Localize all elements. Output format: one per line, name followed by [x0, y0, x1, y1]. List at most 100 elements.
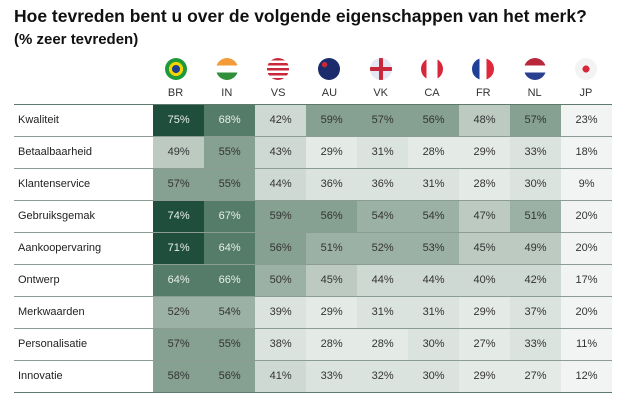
heatmap-cell: 20% [561, 297, 613, 328]
heatmap-cell: 30% [408, 329, 460, 360]
heatmap-cell: 33% [510, 137, 562, 168]
row-label: Betaalbaarheid [18, 146, 93, 158]
heatmap-cell: 28% [408, 137, 460, 168]
row-label: Klantenservice [18, 178, 91, 190]
heatmap-cell: 44% [357, 265, 409, 296]
heatmap-cell: 28% [306, 329, 358, 360]
column-header-vs: VS [253, 58, 304, 100]
column-label: VS [270, 87, 286, 99]
canada-flag-icon [421, 58, 443, 80]
australia-flag-icon [318, 58, 341, 80]
heatmap-cell: 54% [204, 297, 256, 328]
heatmap-cell: 52% [357, 233, 409, 264]
heatmap-cell: 50% [255, 265, 307, 296]
heatmap-cell: 71% [153, 233, 205, 264]
heatmap-cell: 74% [153, 201, 205, 232]
column-header-vk: VK [355, 58, 406, 100]
column-label: IN [221, 87, 233, 99]
heatmap-cell: 29% [306, 137, 358, 168]
heatmap-cell: 56% [204, 361, 256, 392]
column-label: BR [167, 87, 184, 99]
heatmap-cell: 57% [153, 169, 205, 200]
france-flag-icon [472, 58, 495, 80]
heatmap-cell: 29% [459, 361, 511, 392]
heatmap-cell: 59% [255, 201, 307, 232]
table-row: Personalisatie 57% 55% 38% 28% 28% 30% 27% 33% 11… [14, 328, 613, 360]
table-row: Betaalbaarheid 49% 55% 43% 29% 31% 28% 29% 33% 18… [14, 136, 613, 168]
column-label: AU [321, 87, 338, 99]
row-label: Innovatie [18, 370, 63, 382]
netherlands-flag-icon [523, 58, 546, 80]
heatmap-cell: 27% [510, 361, 562, 392]
heatmap-cell: 41% [255, 361, 307, 392]
heatmap-cell: 29% [459, 137, 511, 168]
heatmap-cell: 64% [153, 265, 205, 296]
heatmap-cell: 36% [306, 169, 358, 200]
heatmap-cell: 32% [357, 361, 409, 392]
column-label: VK [373, 87, 389, 99]
heatmap-cell: 57% [153, 329, 205, 360]
heatmap-cell: 53% [408, 233, 460, 264]
chart-title: Hoe tevreden bent u over de volgende eig… [14, 6, 587, 26]
heatmap-cell: 56% [306, 201, 358, 232]
heatmap-cell: 75% [153, 105, 205, 136]
row-label: Ontwerp [18, 274, 60, 286]
heatmap-cell: 44% [255, 169, 307, 200]
table-row: Klantenservice 57% 55% 44% 36% 36% 31% 28% 30% 9% [14, 168, 613, 200]
heatmap-cell: 30% [510, 169, 562, 200]
heatmap-cell: 55% [204, 329, 256, 360]
heatmap-cell: 57% [357, 105, 409, 136]
heatmap-cell: 47% [459, 201, 511, 232]
heatmap-cell: 64% [204, 233, 256, 264]
heatmap-cell: 54% [408, 201, 460, 232]
column-header-jp: JP [560, 58, 611, 100]
heatmap-cell: 40% [459, 265, 511, 296]
heatmap-table: Kwaliteit 75% 68% 42% 59% 57% 56% 48% 57% 23% Beta… [14, 104, 613, 393]
heatmap-cell: 56% [255, 233, 307, 264]
heatmap-cell: 39% [255, 297, 307, 328]
heatmap-cell: 44% [408, 265, 460, 296]
heatmap-cell: 66% [204, 265, 256, 296]
heatmap-cell: 45% [459, 233, 511, 264]
heatmap-cell: 43% [255, 137, 307, 168]
heatmap-cell: 49% [153, 137, 205, 168]
column-header-fr: FR [458, 58, 509, 100]
heatmap-cell: 51% [510, 201, 562, 232]
heatmap-cell: 18% [561, 137, 613, 168]
column-label: NL [527, 87, 542, 99]
heatmap-cell: 55% [204, 137, 256, 168]
table-row: Merkwaarden 52% 54% 39% 29% 31% 31% 29% 37% 20% [14, 296, 613, 328]
heatmap-cell: 56% [408, 105, 460, 136]
heatmap-cell: 9% [561, 169, 613, 200]
heatmap-cell: 55% [204, 169, 256, 200]
heatmap-cell: 52% [153, 297, 205, 328]
heatmap-cell: 33% [510, 329, 562, 360]
heatmap-cell: 27% [459, 329, 511, 360]
heatmap-cell: 28% [357, 329, 409, 360]
heatmap-cell: 54% [357, 201, 409, 232]
heatmap-cell: 29% [306, 297, 358, 328]
brazil-flag-icon [164, 58, 187, 80]
table-row: Aankoopervaring 71% 64% 56% 51% 52% 53% 45% 49% 2… [14, 232, 613, 264]
heatmap-cell: 31% [357, 137, 409, 168]
usa-flag-icon [267, 58, 290, 80]
heatmap-cell: 31% [357, 297, 409, 328]
row-label: Gebruiksgemak [18, 210, 96, 222]
heatmap-cell: 36% [357, 169, 409, 200]
row-label: Kwaliteit [18, 114, 59, 126]
column-header-br: BR [150, 58, 201, 100]
heatmap-cell: 45% [306, 265, 358, 296]
heatmap-cell: 42% [510, 265, 562, 296]
heatmap-cell: 17% [561, 265, 613, 296]
column-header-ca: CA [407, 58, 458, 100]
column-header-au: AU [304, 58, 355, 100]
heatmap-cell: 38% [255, 329, 307, 360]
heatmap-cell: 49% [510, 233, 562, 264]
column-label: JP [579, 87, 593, 99]
heatmap-cell: 12% [561, 361, 613, 392]
column-label: FR [475, 87, 491, 99]
heatmap-cell: 29% [459, 297, 511, 328]
table-row: Ontwerp 64% 66% 50% 45% 44% 44% 40% 42% 17% [14, 264, 613, 296]
heatmap-cell: 48% [459, 105, 511, 136]
heatmap-cell: 20% [561, 233, 613, 264]
